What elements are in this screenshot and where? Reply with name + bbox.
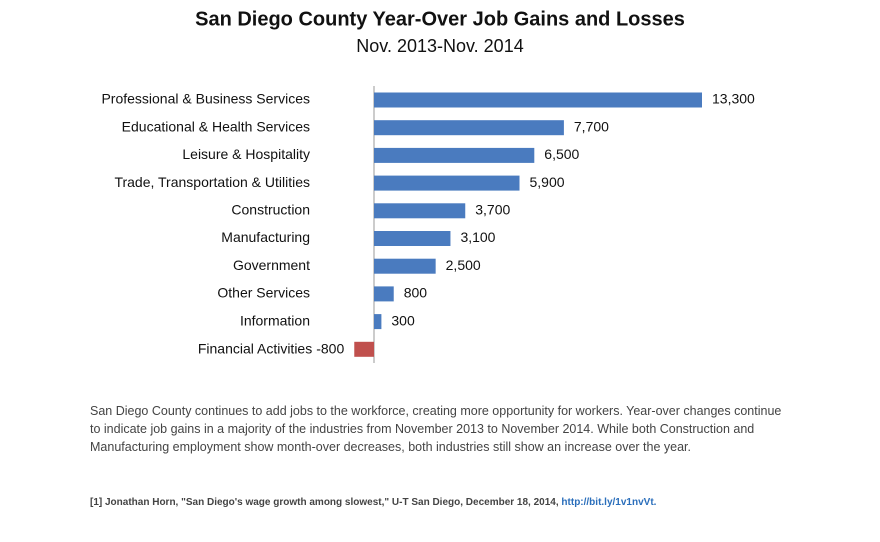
chart: San Diego County Year-Over Job Gains and… bbox=[101, 8, 755, 363]
value-label: 5,900 bbox=[530, 174, 565, 190]
category-label: Construction bbox=[231, 202, 310, 218]
chart-subtitle: Nov. 2013-Nov. 2014 bbox=[356, 36, 523, 56]
category-label: Information bbox=[240, 312, 310, 328]
category-label: Financial Activities bbox=[198, 340, 312, 356]
bar bbox=[354, 341, 374, 357]
note: San Diego County continues to add jobs t… bbox=[90, 404, 782, 454]
category-label: Government bbox=[233, 257, 310, 273]
chart-title: San Diego County Year-Over Job Gains and… bbox=[195, 8, 685, 30]
source: [1] Jonathan Horn, "San Diego's wage gro… bbox=[90, 497, 656, 508]
category-label: Other Services bbox=[217, 285, 310, 301]
bar bbox=[374, 231, 451, 246]
bar bbox=[374, 92, 702, 108]
source-link[interactable]: http://bit.ly/1v1nvVt. bbox=[561, 497, 657, 508]
value-label: 2,500 bbox=[446, 257, 481, 273]
bar bbox=[374, 286, 394, 302]
category-label: Educational & Health Services bbox=[122, 118, 310, 134]
bar bbox=[374, 120, 564, 136]
value-label: 13,300 bbox=[712, 91, 755, 107]
bar bbox=[374, 203, 466, 219]
category-label: Professional & Business Services bbox=[101, 91, 310, 107]
value-label: 6,500 bbox=[544, 146, 579, 162]
category-label: Manufacturing bbox=[221, 229, 310, 245]
category-label: Trade, Transportation & Utilities bbox=[114, 174, 310, 190]
value-label: 3,700 bbox=[475, 202, 510, 218]
bar bbox=[374, 314, 382, 330]
bar bbox=[374, 258, 436, 274]
category-label: Leisure & Hospitality bbox=[182, 146, 310, 162]
value-label: 300 bbox=[391, 312, 415, 328]
bar bbox=[374, 175, 520, 191]
source-text: [1] Jonathan Horn, "San Diego's wage gro… bbox=[90, 497, 559, 508]
value-label: 3,100 bbox=[460, 229, 495, 245]
value-label: 7,700 bbox=[574, 118, 609, 134]
category-label-group: Financial Activities -800 bbox=[198, 340, 345, 356]
value-label: -800 bbox=[316, 340, 344, 356]
bar bbox=[374, 147, 535, 163]
value-label: 800 bbox=[404, 285, 428, 301]
